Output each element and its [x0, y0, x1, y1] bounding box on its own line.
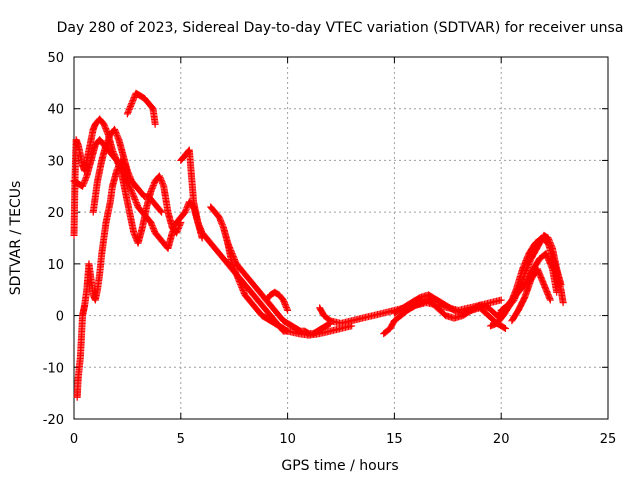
axis-ticks: 0 5 10 15 20 25 -20 -10 0 10 20 30 40 50	[43, 51, 617, 447]
series-track-e	[89, 125, 166, 216]
y-tick-label: 50	[47, 51, 64, 66]
x-tick-label: 0	[70, 432, 78, 447]
data-point-marks	[497, 250, 561, 314]
chart-title: Day 280 of 2023, Sidereal Day-to-day VTE…	[57, 20, 624, 36]
y-tick-label: 0	[56, 310, 64, 325]
x-tick-label: 20	[493, 432, 510, 447]
data-points	[70, 89, 567, 401]
y-tick-label: -10	[43, 361, 64, 376]
series-track-i	[262, 288, 292, 314]
y-tick-label: -20	[43, 413, 64, 428]
data-point-marks	[89, 125, 166, 216]
data-point-marks	[262, 288, 292, 314]
data-point-marks	[73, 156, 131, 401]
series-track-o	[508, 265, 554, 325]
series-track-d	[123, 89, 159, 128]
y-tick-label: 20	[47, 206, 64, 221]
x-tick-label: 5	[177, 432, 185, 447]
grid	[74, 57, 608, 419]
y-tick-label: 10	[47, 258, 64, 273]
y-axis-label: SDTVAR / TECUs	[8, 181, 24, 296]
x-tick-label: 15	[386, 432, 403, 447]
series-track-n	[497, 250, 561, 314]
x-axis-label: GPS time / hours	[281, 458, 398, 474]
y-tick-label: 40	[47, 103, 64, 118]
series-track-b	[73, 156, 131, 401]
y-tick-label: 30	[47, 154, 64, 169]
x-tick-label: 25	[600, 432, 617, 447]
data-point-marks	[123, 89, 159, 128]
x-tick-label: 10	[279, 432, 296, 447]
data-point-marks	[508, 265, 554, 325]
